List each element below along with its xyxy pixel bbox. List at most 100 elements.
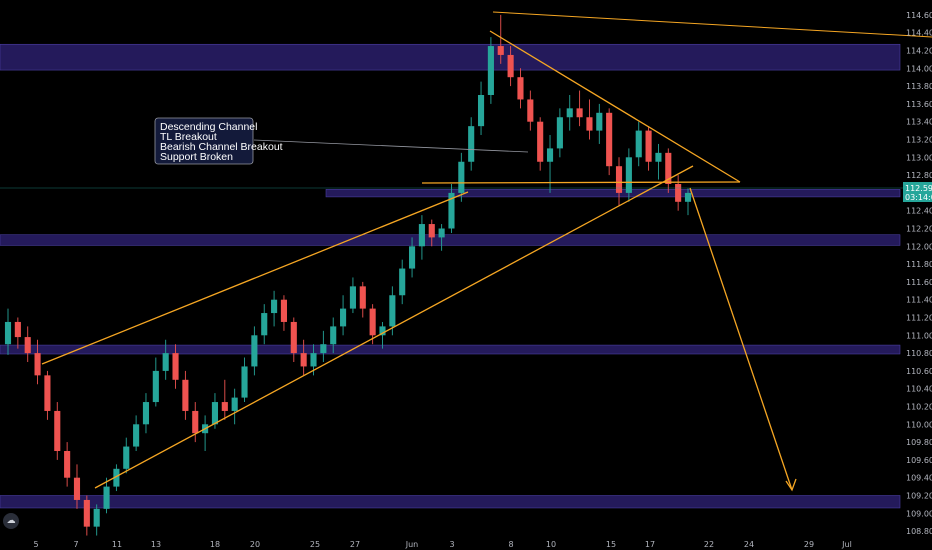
candle[interactable] [162, 339, 169, 380]
zone-4[interactable] [0, 344, 901, 355]
channel-lower-trendline[interactable] [94, 165, 694, 489]
annotation-box[interactable] [154, 117, 254, 165]
candle[interactable] [684, 188, 692, 216]
y-tick-label: 111.200 [906, 314, 932, 323]
candle[interactable] [24, 326, 31, 362]
candle[interactable] [438, 224, 445, 251]
candle[interactable] [576, 90, 583, 127]
candle-body [537, 121, 544, 162]
candle[interactable] [606, 108, 613, 176]
candle[interactable] [497, 14, 504, 64]
candle[interactable] [477, 81, 485, 136]
candle[interactable] [566, 95, 573, 131]
candle[interactable] [34, 339, 41, 385]
candle[interactable] [300, 339, 307, 376]
candle[interactable] [152, 357, 159, 407]
candle[interactable] [517, 68, 524, 109]
projection-arrow-line[interactable] [689, 187, 793, 491]
candle[interactable] [507, 46, 514, 87]
candle[interactable] [389, 286, 396, 336]
candle[interactable] [546, 135, 554, 193]
candle-body [231, 397, 238, 411]
y-tick-label: 109.600 [906, 456, 932, 465]
candle[interactable] [251, 326, 258, 376]
candle[interactable] [635, 121, 642, 167]
channel-upper-trendline[interactable] [41, 191, 469, 365]
candle[interactable] [359, 281, 366, 318]
candle[interactable] [527, 90, 534, 131]
zone-2[interactable] [325, 189, 901, 198]
candle[interactable] [556, 108, 563, 158]
candle[interactable] [655, 143, 662, 180]
candle[interactable] [182, 370, 189, 420]
candle[interactable] [133, 415, 140, 451]
candle-body [330, 326, 337, 345]
candle[interactable] [625, 148, 632, 202]
y-tick-label: 109.800 [906, 438, 932, 447]
long-resistance-trendline[interactable] [492, 11, 932, 38]
candle[interactable] [44, 370, 51, 420]
candle-body [280, 299, 287, 322]
candle[interactable] [54, 402, 61, 460]
candle[interactable] [113, 464, 120, 492]
candle[interactable] [83, 495, 90, 536]
candle[interactable] [675, 175, 682, 211]
candle[interactable] [142, 393, 150, 434]
candle[interactable] [14, 317, 21, 349]
candle[interactable] [458, 152, 465, 202]
candle-body [251, 335, 258, 367]
current-price-label: 112.596 [905, 184, 932, 193]
candle[interactable] [428, 219, 435, 247]
candle[interactable] [192, 402, 199, 443]
candle[interactable] [271, 290, 278, 327]
candle[interactable] [369, 304, 376, 345]
candle[interactable] [448, 184, 455, 233]
candle[interactable] [468, 117, 475, 171]
candle[interactable] [409, 237, 416, 278]
candle[interactable] [261, 304, 268, 345]
candle[interactable] [645, 126, 652, 171]
y-tick-label: 110.800 [906, 349, 932, 358]
candle[interactable] [241, 357, 248, 403]
candle-body [182, 379, 189, 411]
candle[interactable] [64, 442, 71, 487]
candle[interactable] [586, 99, 593, 140]
candle[interactable] [665, 148, 672, 193]
candle[interactable] [596, 103, 603, 144]
candle[interactable] [399, 259, 406, 305]
annotation-callout[interactable]: Descending Channel TL Breakout Bearish C… [154, 117, 283, 165]
candle[interactable] [290, 317, 297, 363]
candle[interactable] [349, 277, 356, 314]
candle[interactable] [103, 477, 110, 514]
candle[interactable] [487, 37, 494, 104]
zone-5[interactable] [0, 495, 901, 509]
descending-channel-support-line[interactable] [421, 181, 741, 184]
candle[interactable] [320, 330, 327, 362]
time-axis[interactable]: 5 7 11 13 18 20 25 27 Jun 3 8 10 15 17 22 24 29 Jul [33, 540, 851, 549]
descending-channel-upper-line[interactable] [489, 30, 741, 183]
candle[interactable] [123, 437, 130, 474]
candle-body [34, 353, 41, 376]
candle[interactable] [330, 317, 337, 354]
candle[interactable] [73, 464, 81, 509]
candle[interactable] [340, 295, 347, 336]
candle[interactable] [172, 344, 179, 389]
zone-3[interactable] [0, 234, 901, 246]
drawings-layer[interactable] [0, 11, 932, 492]
candle[interactable] [280, 295, 287, 331]
candle[interactable] [221, 379, 228, 420]
price-axis[interactable]: 114.600 114.400 114.200 114.000 113.800 113.6… [906, 11, 932, 536]
candle[interactable] [537, 117, 544, 171]
y-tick-label: 113.000 [906, 153, 932, 162]
zone-1[interactable] [0, 43, 901, 71]
candle[interactable] [231, 388, 238, 425]
candle[interactable] [93, 504, 100, 536]
x-tick-label: 24 [744, 540, 754, 549]
candle-body [152, 370, 159, 403]
candle[interactable] [379, 321, 386, 349]
tradingview-logo-icon[interactable]: ☁ [3, 513, 19, 529]
candle[interactable] [4, 308, 12, 355]
candle[interactable] [418, 215, 425, 260]
